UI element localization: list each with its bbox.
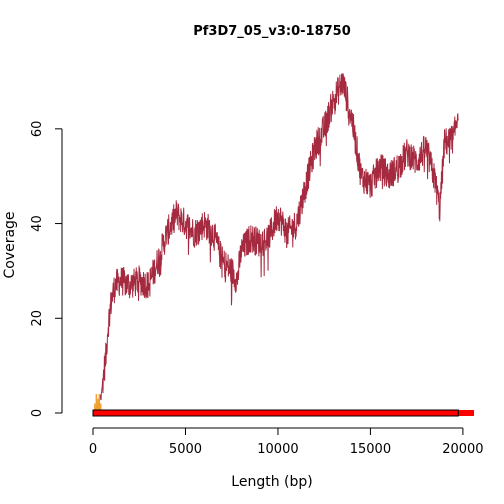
track-outline <box>92 409 459 417</box>
y-tick-label: 20 <box>30 310 45 327</box>
chart-title: Pf3D7_05_v3:0-18750 <box>193 24 351 39</box>
x-tick-label: 15000 <box>350 442 391 457</box>
plot-area <box>92 73 474 417</box>
x-axis-label: Length (bp) <box>231 474 312 490</box>
x-tick-label: 5000 <box>169 442 202 457</box>
y-axis-label: Coverage <box>2 211 18 278</box>
y-tick-label: 40 <box>30 215 45 232</box>
coverage-line <box>92 73 459 414</box>
y-tick-label: 0 <box>30 409 45 417</box>
y-tick-label: 60 <box>30 121 45 138</box>
x-tick-label: 0 <box>89 442 97 457</box>
x-tick-label: 10000 <box>257 442 298 457</box>
x-axis: 0 5000 10000 15000 20000 <box>89 427 484 457</box>
y-axis: 0 20 40 60 <box>30 121 63 417</box>
x-tick-label: 20000 <box>442 442 483 457</box>
track-bar <box>93 410 474 416</box>
